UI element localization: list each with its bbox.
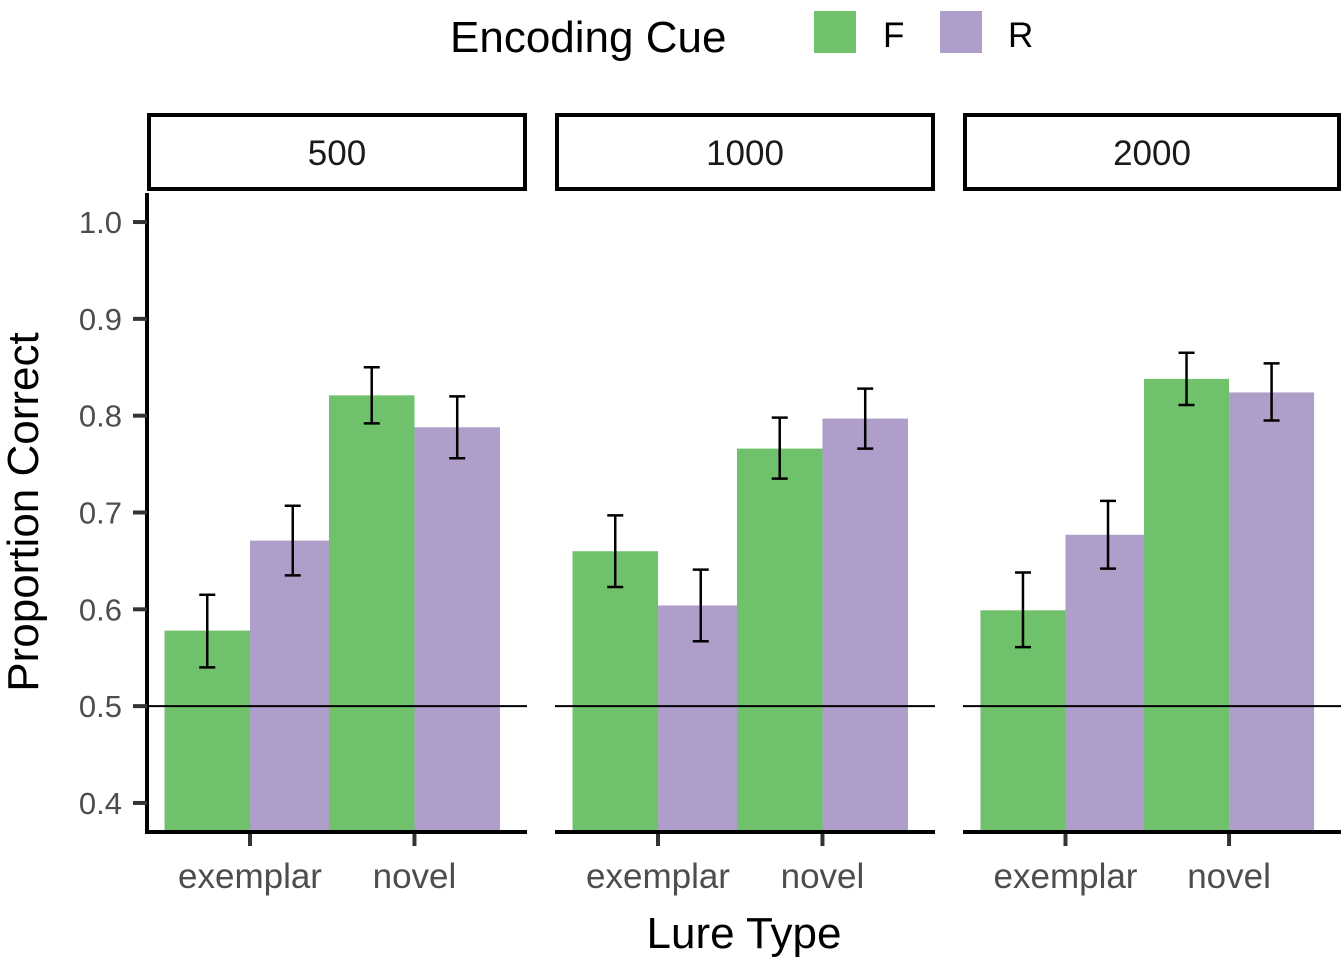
- x-tick-label: novel: [373, 857, 457, 896]
- bar-R-exemplar-1000: [658, 605, 744, 831]
- legend-swatch-f: [814, 11, 856, 53]
- y-tick-label: 0.6: [79, 592, 122, 627]
- x-tick-label: novel: [781, 857, 865, 896]
- legend-label-f: F: [883, 16, 904, 55]
- error-bar-F-exemplar-1000: [607, 514, 624, 589]
- x-tick-label: exemplar: [994, 857, 1138, 896]
- error-bar-R-exemplar-500: [284, 504, 301, 577]
- x-axis-title: Lure Type: [647, 909, 842, 958]
- legend-swatch-r: [940, 11, 982, 53]
- error-bar-F-novel-500: [363, 366, 380, 425]
- facet-strip-label: 500: [308, 134, 366, 173]
- y-tick-label: 1.0: [79, 205, 122, 240]
- error-bar-R-exemplar-1000: [692, 568, 709, 643]
- y-tick-label: 0.9: [79, 302, 122, 337]
- y-axis: 0.4 0.5 0.6 0.7 0.8 0.9 1.0: [79, 193, 149, 834]
- legend: Encoding Cue F R: [450, 11, 1033, 62]
- y-tick-label: 0.4: [79, 786, 122, 821]
- bar-F-novel-1000: [736, 448, 823, 831]
- legend-title: Encoding Cue: [450, 13, 726, 62]
- facet-strip-label: 1000: [706, 134, 784, 173]
- bar-F-exemplar-1000: [572, 551, 658, 831]
- x-tick-label: exemplar: [178, 857, 322, 896]
- legend-label-r: R: [1008, 16, 1033, 55]
- facet-strip: [963, 113, 1341, 191]
- error-bar-F-exemplar-500: [199, 593, 216, 669]
- error-bar-R-novel-1000: [857, 387, 874, 450]
- bar-R-exemplar-2000: [1065, 534, 1151, 831]
- bar-R-novel-2000: [1229, 392, 1315, 831]
- panels: 500 exemplar novel 1000 exemplar novel 2000 exe…: [147, 113, 1341, 896]
- error-bar-F-novel-1000: [771, 416, 788, 480]
- y-tick-label: 0.5: [79, 689, 122, 724]
- bar-F-novel-500: [328, 395, 415, 831]
- facet-strip-label: 2000: [1113, 134, 1191, 173]
- y-axis-title: Proportion Correct: [0, 332, 48, 691]
- x-tick-label: novel: [1187, 857, 1271, 896]
- bar-R-novel-1000: [822, 418, 908, 831]
- facet-strip: [555, 113, 935, 191]
- y-tick-label: 0.7: [79, 496, 122, 531]
- panel-2000: 2000 exemplar novel: [963, 113, 1341, 896]
- bar-F-novel-2000: [1144, 378, 1230, 831]
- facet-strip: [147, 113, 527, 191]
- panel-1000: 1000 exemplar novel: [555, 113, 935, 896]
- error-bar-F-exemplar-2000: [1014, 571, 1031, 649]
- error-bar-R-exemplar-2000: [1100, 499, 1117, 570]
- error-bar-R-novel-500: [449, 395, 466, 460]
- error-bar-R-novel-2000: [1263, 362, 1280, 422]
- bar-R-exemplar-500: [250, 540, 336, 831]
- y-tick-label: 0.8: [79, 399, 122, 434]
- panel-500: 500 exemplar novel: [147, 113, 527, 896]
- bar-R-novel-500: [414, 427, 500, 831]
- error-bar-F-novel-2000: [1178, 351, 1195, 407]
- x-tick-label: exemplar: [586, 857, 730, 896]
